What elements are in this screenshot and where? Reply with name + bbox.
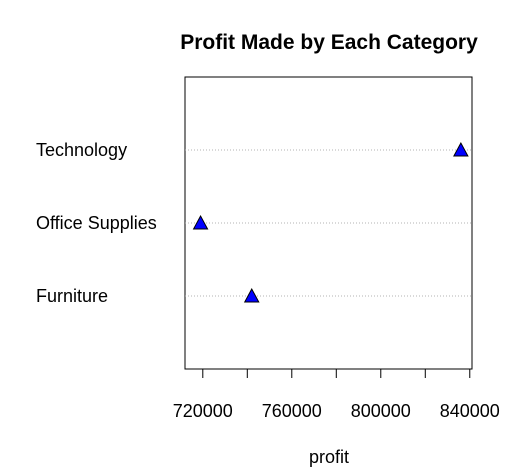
category-label: Furniture xyxy=(36,286,108,306)
data-marker xyxy=(453,141,469,157)
x-axis-label: profit xyxy=(309,447,349,467)
data-marker xyxy=(192,214,209,230)
x-tick-label: 800000 xyxy=(351,401,411,421)
category-labels: Furniture Office Supplies Technology xyxy=(36,140,157,306)
data-markers xyxy=(192,141,469,303)
x-tick-label: 840000 xyxy=(440,401,500,421)
guide-lines xyxy=(185,149,472,297)
category-label: Office Supplies xyxy=(36,213,157,233)
chart-title: Profit Made by Each Category xyxy=(180,31,478,54)
x-tick-label: 720000 xyxy=(173,401,233,421)
x-axis: 720000 760000 800000 840000 xyxy=(173,369,500,421)
x-tick-label: 760000 xyxy=(262,401,322,421)
category-label: Technology xyxy=(36,140,127,160)
data-marker xyxy=(243,287,260,303)
